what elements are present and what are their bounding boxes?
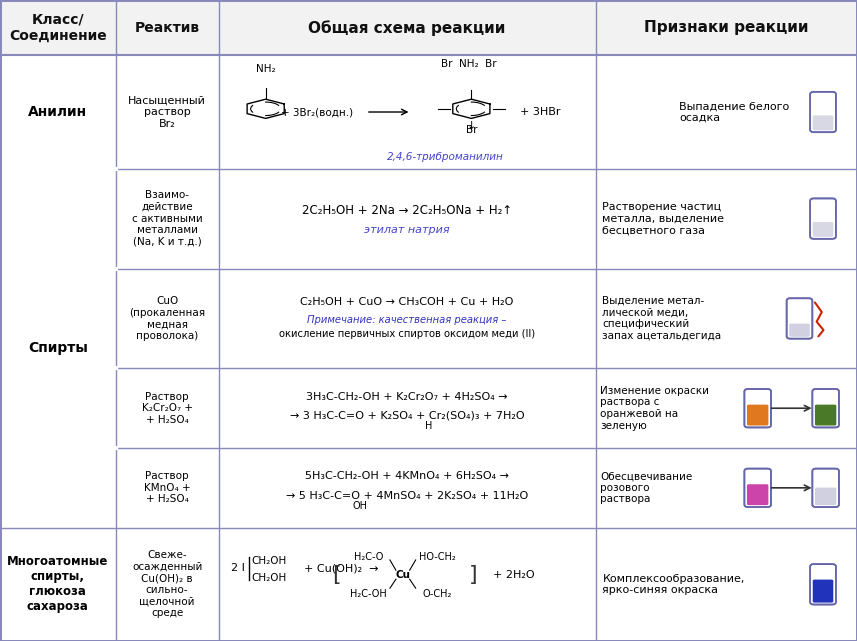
FancyBboxPatch shape [810,564,836,604]
Text: + Cu(OH)₂  →: + Cu(OH)₂ → [304,563,379,573]
FancyBboxPatch shape [745,389,771,428]
Text: Растворение частиц
металла, выделение
бесцветного газа: Растворение частиц металла, выделение бе… [602,202,724,235]
Text: NH₂: NH₂ [256,64,275,74]
FancyBboxPatch shape [747,484,769,505]
Text: H₂C-OH: H₂C-OH [351,589,387,599]
Text: Раствор
K₂Cr₂O₇ +
+ H₂SO₄: Раствор K₂Cr₂O₇ + + H₂SO₄ [141,392,193,425]
Text: Спирты: Спирты [28,341,87,355]
Text: 5H₃C-CH₂-OH + 4KMnO₄ + 6H₂SO₄ →: 5H₃C-CH₂-OH + 4KMnO₄ + 6H₂SO₄ → [305,471,509,481]
FancyBboxPatch shape [789,324,810,337]
Text: + 3HBr: + 3HBr [519,107,560,117]
FancyBboxPatch shape [812,389,839,428]
Text: CH₂OH: CH₂OH [251,573,286,583]
Text: H: H [425,421,432,431]
Text: Примечание: качественная реакция –: Примечание: качественная реакция – [308,315,506,325]
Text: Признаки реакции: Признаки реакции [644,20,808,35]
FancyBboxPatch shape [787,298,812,338]
Text: [: [ [332,565,340,585]
Text: ↓: ↓ [467,121,476,131]
FancyBboxPatch shape [745,469,771,507]
Text: Насыщенный
раствор
Br₂: Насыщенный раствор Br₂ [129,96,206,129]
Text: Br  NH₂  Br: Br NH₂ Br [441,60,496,69]
FancyBboxPatch shape [812,579,833,603]
Text: ]: ] [469,565,477,585]
Text: HO-CH₂: HO-CH₂ [419,553,455,562]
FancyBboxPatch shape [812,115,833,130]
Text: 2C₂H₅OH + 2Na → 2C₂H₅ONa + H₂↑: 2C₂H₅OH + 2Na → 2C₂H₅ONa + H₂↑ [302,204,512,217]
Text: Br: Br [465,125,477,135]
Text: Класс/
Соединение: Класс/ Соединение [9,13,107,43]
Text: Реактив: Реактив [135,21,200,35]
FancyBboxPatch shape [812,222,833,237]
Text: CuO
(прокаленная
медная
проволока): CuO (прокаленная медная проволока) [129,296,205,341]
Text: Раствор
KMnO₄ +
+ H₂SO₄: Раствор KMnO₄ + + H₂SO₄ [144,471,190,504]
Text: Выделение метал-
лической меди,
специфический
запах ацетальдегида: Выделение метал- лической меди, специфич… [602,296,722,341]
Bar [0,0,857,55]
Text: + 2H₂O: + 2H₂O [494,570,535,579]
Text: 2 I: 2 I [231,563,245,573]
Text: окисление первичных спиртов оксидом меди (II): окисление первичных спиртов оксидом меди… [279,329,535,339]
Text: C₂H₅OH + CuO → CH₃COH + Cu + H₂O: C₂H₅OH + CuO → CH₃COH + Cu + H₂O [301,297,513,308]
Text: Выпадение белого
осадка: Выпадение белого осадка [679,101,789,123]
Text: Многоатомные
спирты,
глюкоза
сахароза: Многоатомные спирты, глюкоза сахароза [7,555,109,613]
Text: → 3 H₃C-C=O + K₂SO₄ + Cr₂(SO₄)₃ + 7H₂O: → 3 H₃C-C=O + K₂SO₄ + Cr₂(SO₄)₃ + 7H₂O [290,411,524,421]
Text: CH₂OH: CH₂OH [251,556,286,566]
Text: + 3Br₂(водн.): + 3Br₂(водн.) [281,107,353,117]
FancyBboxPatch shape [812,469,839,507]
FancyBboxPatch shape [810,92,836,132]
Text: O-CH₂: O-CH₂ [423,589,452,599]
FancyBboxPatch shape [747,404,769,426]
FancyBboxPatch shape [815,488,836,505]
Text: Общая схема реакции: Общая схема реакции [309,20,506,35]
Text: этилат натрия: этилат натрия [364,225,450,235]
Text: OH: OH [352,501,368,511]
Text: Изменение окраски
раствора с
оранжевой на
зеленую: Изменение окраски раствора с оранжевой н… [600,386,709,431]
Text: Анилин: Анилин [28,105,87,119]
Text: Взаимо-
действие
с активными
металлами
(Na, K и т.д.): Взаимо- действие с активными металлами (… [132,190,202,247]
Text: → 5 H₃C-C=O + 4MnSO₄ + 2K₂SO₄ + 11H₂O: → 5 H₃C-C=O + 4MnSO₄ + 2K₂SO₄ + 11H₂O [286,490,528,501]
Text: 3H₃C-CH₂-OH + K₂Cr₂O₇ + 4H₂SO₄ →: 3H₃C-CH₂-OH + K₂Cr₂O₇ + 4H₂SO₄ → [306,392,508,402]
FancyBboxPatch shape [810,199,836,239]
Text: Комплексообразование,
ярко-синяя окраска: Комплексообразование, ярко-синяя окраска [602,574,745,595]
Text: H₂C-O: H₂C-O [354,553,383,562]
Text: 2,4,6-триброманилин: 2,4,6-триброманилин [387,153,504,162]
Text: Cu: Cu [395,570,411,579]
FancyBboxPatch shape [815,404,836,426]
Text: Обесцвечивание
розового
раствора: Обесцвечивание розового раствора [600,471,692,504]
Text: Свеже-
осажденный
Cu(OH)₂ в
сильно-
щелочной
среде: Свеже- осажденный Cu(OH)₂ в сильно- щело… [132,551,202,619]
